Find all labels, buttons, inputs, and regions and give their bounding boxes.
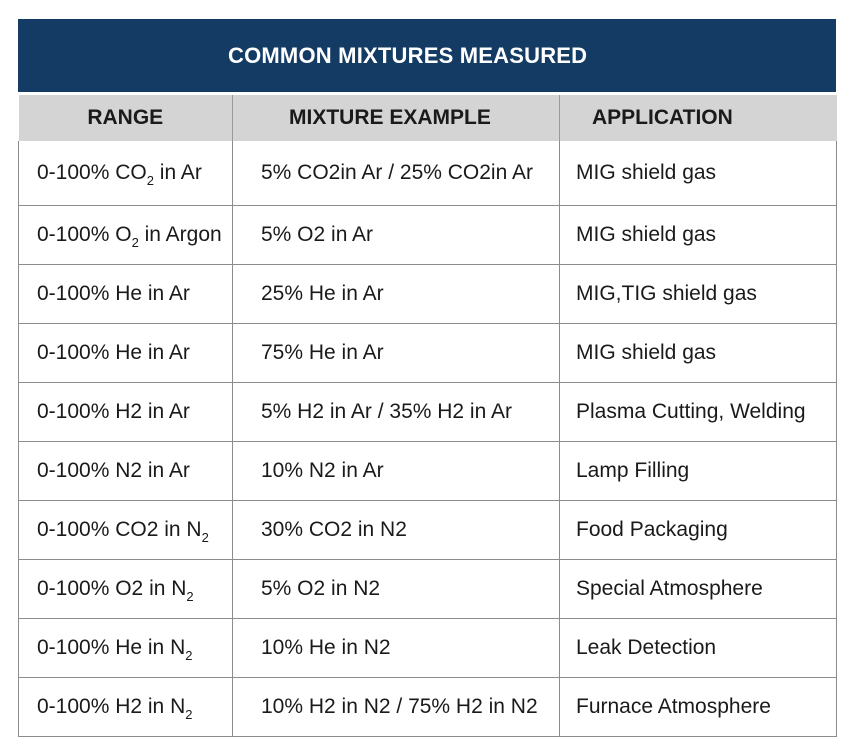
table-row: 0-100% H2 in N2 10% H2 in N2 / 75% H2 in … <box>18 677 837 737</box>
cell-mixture-example: 5% H2 in Ar / 35% H2 in Ar <box>232 382 560 442</box>
cell-range: 0-100% H2 in N2 <box>18 677 233 737</box>
range-text: 0-100% He in Ar <box>37 282 190 305</box>
cell-application: MIG shield gas <box>559 205 837 265</box>
cell-mixture-example: 10% He in N2 <box>232 618 560 678</box>
cell-range: 0-100% CO2 in N2 <box>18 500 233 560</box>
cell-application: Furnace Atmosphere <box>559 677 837 737</box>
table-row: 0-100% CO2 in N2 30% CO2 in N2 Food Packag… <box>18 500 837 560</box>
cell-mixture-example: 10% H2 in N2 / 75% H2 in N2 <box>232 677 560 737</box>
range-text: 0-100% N2 in Ar <box>37 459 190 482</box>
cell-mixture-example: 5% CO2in Ar / 25% CO2in Ar <box>232 141 560 206</box>
cell-application: MIG shield gas <box>559 141 837 206</box>
range-text: 0-100% He in Ar <box>37 341 190 364</box>
range-text: 0-100% CO2 in N <box>37 518 202 541</box>
mixtures-table: COMMON MIXTURES MEASURED RANGE MIXTURE E… <box>18 19 837 737</box>
range-tail-text: in Argon <box>138 223 222 246</box>
table-row: 0-100% N2 in Ar 10% N2 in Ar Lamp Filling <box>18 441 837 501</box>
header-application: APPLICATION <box>559 95 837 141</box>
cell-range: 0-100% O2 in Argon <box>18 205 233 265</box>
cell-mixture-example: 30% CO2 in N2 <box>232 500 560 560</box>
header-range: RANGE <box>18 95 233 141</box>
cell-range: 0-100% O2 in N2 <box>18 559 233 619</box>
cell-application: Leak Detection <box>559 618 837 678</box>
header-mixture-example: MIXTURE EXAMPLE <box>232 95 560 141</box>
cell-mixture-example: 75% He in Ar <box>232 323 560 383</box>
range-subscript: 2 <box>185 648 193 663</box>
table-body: 0-100% CO2 in Ar 5% CO2in Ar / 25% CO2in … <box>18 141 837 737</box>
cell-application: Lamp Filling <box>559 441 837 501</box>
range-subscript: 2 <box>146 173 154 188</box>
cell-mixture-example: 25% He in Ar <box>232 264 560 324</box>
range-subscript: 2 <box>201 530 209 545</box>
mixtures-grid: RANGE MIXTURE EXAMPLE APPLICATION 0-100%… <box>18 95 837 737</box>
range-subscript: 2 <box>186 589 194 604</box>
cell-range: 0-100% H2 in Ar <box>18 382 233 442</box>
table-row: 0-100% O2 in N2 5% O2 in N2 Special Atmosp… <box>18 559 837 619</box>
cell-application: Plasma Cutting, Welding <box>559 382 837 442</box>
table-row: 0-100% H2 in Ar 5% H2 in Ar / 35% H2 in A… <box>18 382 837 442</box>
title-divider <box>18 92 836 95</box>
header-row: RANGE MIXTURE EXAMPLE APPLICATION <box>18 95 837 141</box>
table-row: 0-100% He in Ar 25% He in Ar MIG,TIG shiel… <box>18 264 837 324</box>
range-tail-text: in Ar <box>153 161 202 184</box>
table-row: 0-100% CO2 in Ar 5% CO2in Ar / 25% CO2in … <box>18 141 837 206</box>
range-text: 0-100% O2 in N <box>37 577 187 600</box>
range-text: 0-100% O <box>37 223 132 246</box>
table-header: RANGE MIXTURE EXAMPLE APPLICATION <box>18 95 837 141</box>
table-title-text: COMMON MIXTURES MEASURED <box>228 42 588 68</box>
range-text: 0-100% H2 in N <box>37 695 186 718</box>
range-text: 0-100% H2 in Ar <box>37 400 190 423</box>
range-text: 0-100% CO <box>37 161 147 184</box>
cell-mixture-example: 5% O2 in Ar <box>232 205 560 265</box>
cell-range: 0-100% CO2 in Ar <box>18 141 233 206</box>
cell-mixture-example: 10% N2 in Ar <box>232 441 560 501</box>
cell-application: Food Packaging <box>559 500 837 560</box>
cell-range: 0-100% He in N2 <box>18 618 233 678</box>
cell-application: MIG,TIG shield gas <box>559 264 837 324</box>
cell-range: 0-100% He in Ar <box>18 323 233 383</box>
range-subscript: 2 <box>131 235 139 250</box>
range-text: 0-100% He in N <box>37 636 186 659</box>
table-row: 0-100% He in Ar 75% He in Ar MIG shield ga… <box>18 323 837 383</box>
cell-mixture-example: 5% O2 in N2 <box>232 559 560 619</box>
cell-range: 0-100% N2 in Ar <box>18 441 233 501</box>
range-subscript: 2 <box>185 707 193 722</box>
table-row: 0-100% He in N2 10% He in N2 Leak Detectio… <box>18 618 837 678</box>
cell-application: MIG shield gas <box>559 323 837 383</box>
table-title: COMMON MIXTURES MEASURED <box>18 19 836 92</box>
table-row: 0-100% O2 in Argon 5% O2 in Ar MIG shield … <box>18 205 837 265</box>
cell-range: 0-100% He in Ar <box>18 264 233 324</box>
cell-application: Special Atmosphere <box>559 559 837 619</box>
